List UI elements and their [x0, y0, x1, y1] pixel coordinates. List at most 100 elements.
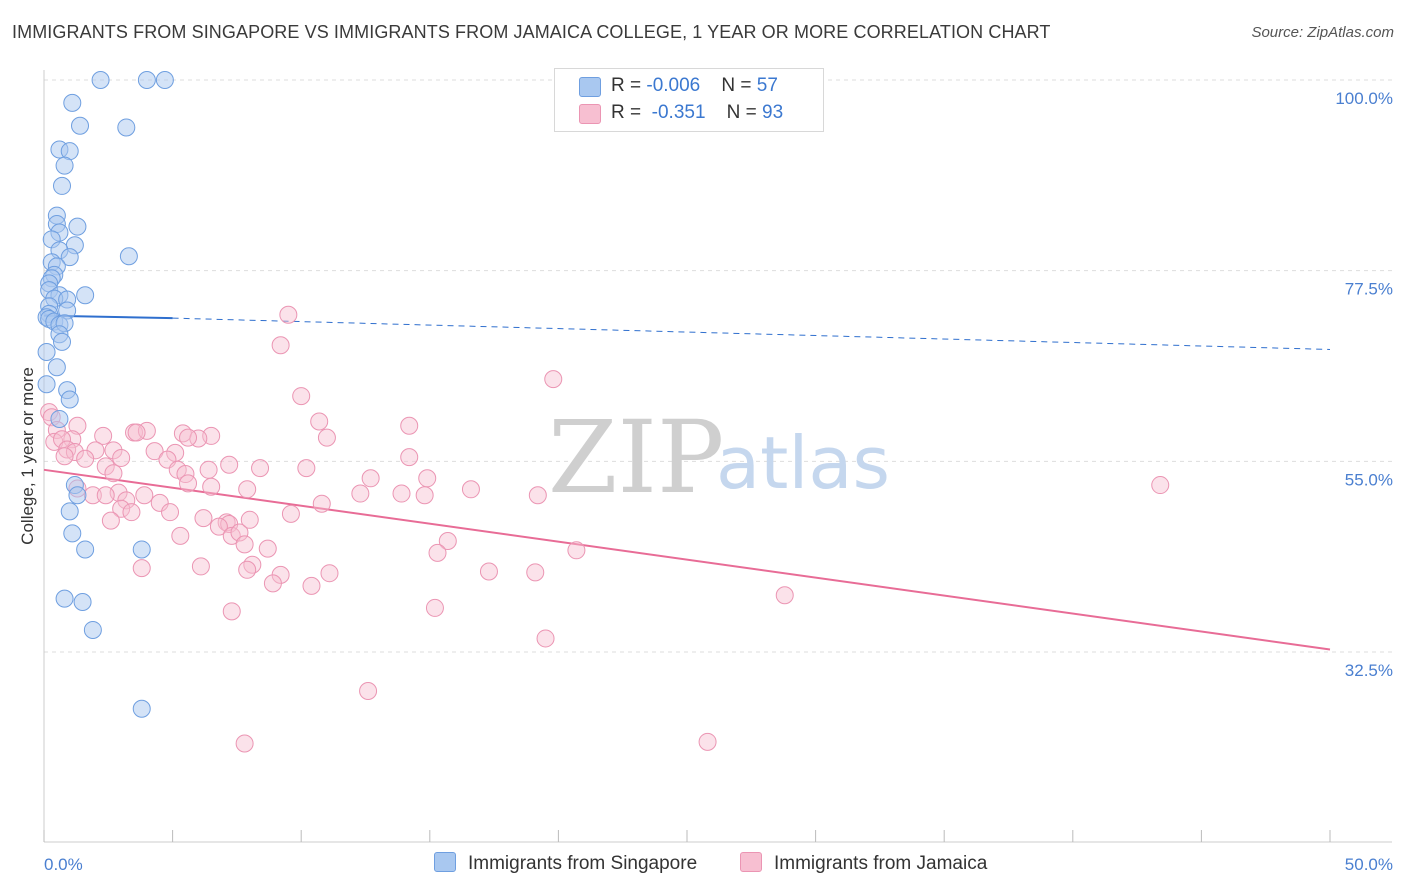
singapore-point	[55, 156, 74, 175]
jamaica-point	[461, 480, 480, 499]
jamaica-point	[235, 535, 254, 554]
n-value-jamaica: 93	[762, 102, 784, 123]
jamaica-trend-line	[43, 468, 1331, 651]
jamaica-point	[220, 455, 239, 474]
jamaica-point	[135, 486, 154, 505]
jamaica-point	[230, 523, 249, 542]
jamaica-point	[150, 493, 169, 512]
source-label: Source: ZipAtlas.com	[1251, 24, 1394, 41]
singapore-point	[60, 390, 79, 409]
x-tick-label: 0.0%	[44, 855, 83, 874]
jamaica-point	[567, 541, 586, 560]
jamaica-point	[392, 484, 411, 503]
singapore-points	[37, 71, 174, 718]
jamaica-point	[243, 555, 262, 574]
singapore-legend-label: Immigrants from Singapore	[468, 853, 698, 874]
axes	[43, 70, 1392, 843]
jamaica-point	[310, 412, 329, 431]
singapore-point	[76, 540, 95, 559]
jamaica-point	[235, 734, 254, 753]
jamaica-point	[222, 602, 241, 621]
singapore-point	[68, 486, 87, 505]
jamaica-point	[526, 563, 545, 582]
singapore-point	[53, 332, 72, 351]
jamaica-point	[96, 486, 115, 505]
singapore-legend-swatch	[434, 852, 456, 872]
jamaica-point	[428, 543, 447, 562]
correlation-legend: R = -0.006 N = 57 R = -0.351 N = 93	[554, 68, 824, 132]
jamaica-point	[279, 305, 298, 324]
y-tick-label: 55.0%	[1345, 470, 1393, 489]
jamaica-point	[112, 499, 131, 518]
n-label: N =	[726, 102, 763, 123]
watermark-atlas: atlas	[716, 421, 890, 505]
jamaica-point	[161, 503, 180, 522]
jamaica-point	[145, 442, 164, 461]
singapore-point	[53, 176, 72, 195]
jamaica-point	[361, 469, 380, 488]
singapore-point	[83, 620, 102, 639]
grid-lines	[44, 79, 1392, 653]
jamaica-swatch	[579, 104, 601, 124]
singapore-point	[73, 593, 92, 612]
jamaica-point	[94, 426, 113, 445]
jamaica-point	[240, 510, 259, 529]
bottom-legend-jamaica: Immigrants from Jamaica	[740, 852, 987, 875]
jamaica-point	[302, 576, 321, 595]
jamaica-point	[191, 557, 210, 576]
jamaica-point	[179, 474, 198, 493]
jamaica-point	[189, 429, 208, 448]
singapore-point	[55, 589, 74, 608]
r-value-singapore: -0.006	[646, 75, 701, 96]
jamaica-point	[281, 504, 300, 523]
jamaica-point	[171, 526, 190, 545]
r-value-jamaica: -0.351	[646, 102, 706, 123]
jamaica-point	[536, 629, 555, 648]
jamaica-point	[418, 469, 437, 488]
jamaica-point	[104, 464, 123, 483]
jamaica-point	[438, 531, 457, 550]
jamaica-point	[400, 448, 419, 467]
singapore-point	[132, 699, 151, 718]
singapore-point	[155, 71, 174, 89]
jamaica-point	[238, 480, 257, 499]
jamaica-point	[65, 443, 84, 462]
jamaica-point	[479, 562, 498, 581]
jamaica-point	[199, 460, 218, 479]
legend-text-jamaica: R = -0.351 N = 93	[611, 102, 783, 124]
y-axis-label: College, 1 year or more	[18, 367, 37, 545]
jamaica-point	[104, 441, 123, 460]
watermark: ZIP atlas	[548, 399, 890, 516]
watermark-zip: ZIP	[548, 399, 724, 516]
singapore-swatch	[579, 77, 601, 97]
jamaica-point	[76, 449, 95, 468]
jamaica-point	[55, 447, 74, 466]
jamaica-point	[132, 559, 151, 578]
singapore-point	[91, 71, 110, 89]
x-tick-label: 50.0%	[1345, 855, 1393, 874]
jamaica-point	[320, 564, 339, 583]
jamaica-point	[194, 509, 213, 528]
jamaica-point	[179, 428, 198, 447]
jamaica-point	[251, 459, 270, 478]
singapore-point	[47, 358, 66, 377]
singapore-point	[68, 217, 87, 236]
r-label: R =	[611, 75, 647, 96]
jamaica-point	[415, 486, 434, 505]
jamaica-point	[292, 387, 311, 406]
jamaica-point	[698, 732, 717, 751]
jamaica-point	[359, 681, 378, 700]
y-tick-label: 77.5%	[1345, 280, 1393, 299]
jamaica-point	[127, 423, 146, 442]
jamaica-point	[263, 574, 282, 593]
chart-title: IMMIGRANTS FROM SINGAPORE VS IMMIGRANTS …	[12, 22, 1051, 42]
y-tick-labels: 32.5% 55.0% 77.5% 100.0%	[1335, 89, 1393, 680]
jamaica-point	[271, 336, 290, 355]
singapore-trend-extension	[172, 317, 1331, 350]
singapore-point	[132, 540, 151, 559]
singapore-point	[37, 343, 56, 362]
jamaica-point	[122, 503, 141, 522]
jamaica-point	[101, 511, 120, 530]
jamaica-point	[96, 457, 115, 476]
jamaica-point	[117, 491, 136, 510]
